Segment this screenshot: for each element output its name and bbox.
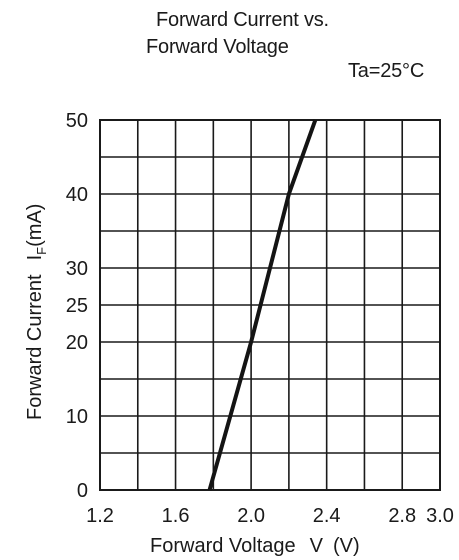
x-tick-label: 3.0 <box>426 505 454 527</box>
y-tick-label: 20 <box>66 332 88 354</box>
y-tick-label: 10 <box>66 406 88 428</box>
x-tick-label: 1.6 <box>162 505 190 527</box>
y-tick-label: 50 <box>66 110 88 132</box>
x-tick-label: 2.0 <box>237 505 265 527</box>
y-tick-label: 25 <box>66 295 88 317</box>
x-tick-label: 1.2 <box>86 505 114 527</box>
y-tick-label: 30 <box>66 258 88 280</box>
chart-title-line2: Forward Voltage <box>146 36 289 58</box>
y-tick-label: 0 <box>77 480 88 502</box>
chart-title-line1: Forward Current vs. <box>156 9 329 31</box>
y-axis-label: Forward CurrentIF(mA) <box>24 204 49 420</box>
x-axis-label: Forward Voltage V (V) <box>150 535 360 557</box>
series-line <box>207 119 318 491</box>
x-tick-label: 2.4 <box>313 505 341 527</box>
x-tick-label: 2.8 <box>388 505 416 527</box>
plot-frame <box>99 119 441 491</box>
test-condition: Ta=25°C <box>348 60 425 82</box>
y-tick-label: 40 <box>66 184 88 206</box>
